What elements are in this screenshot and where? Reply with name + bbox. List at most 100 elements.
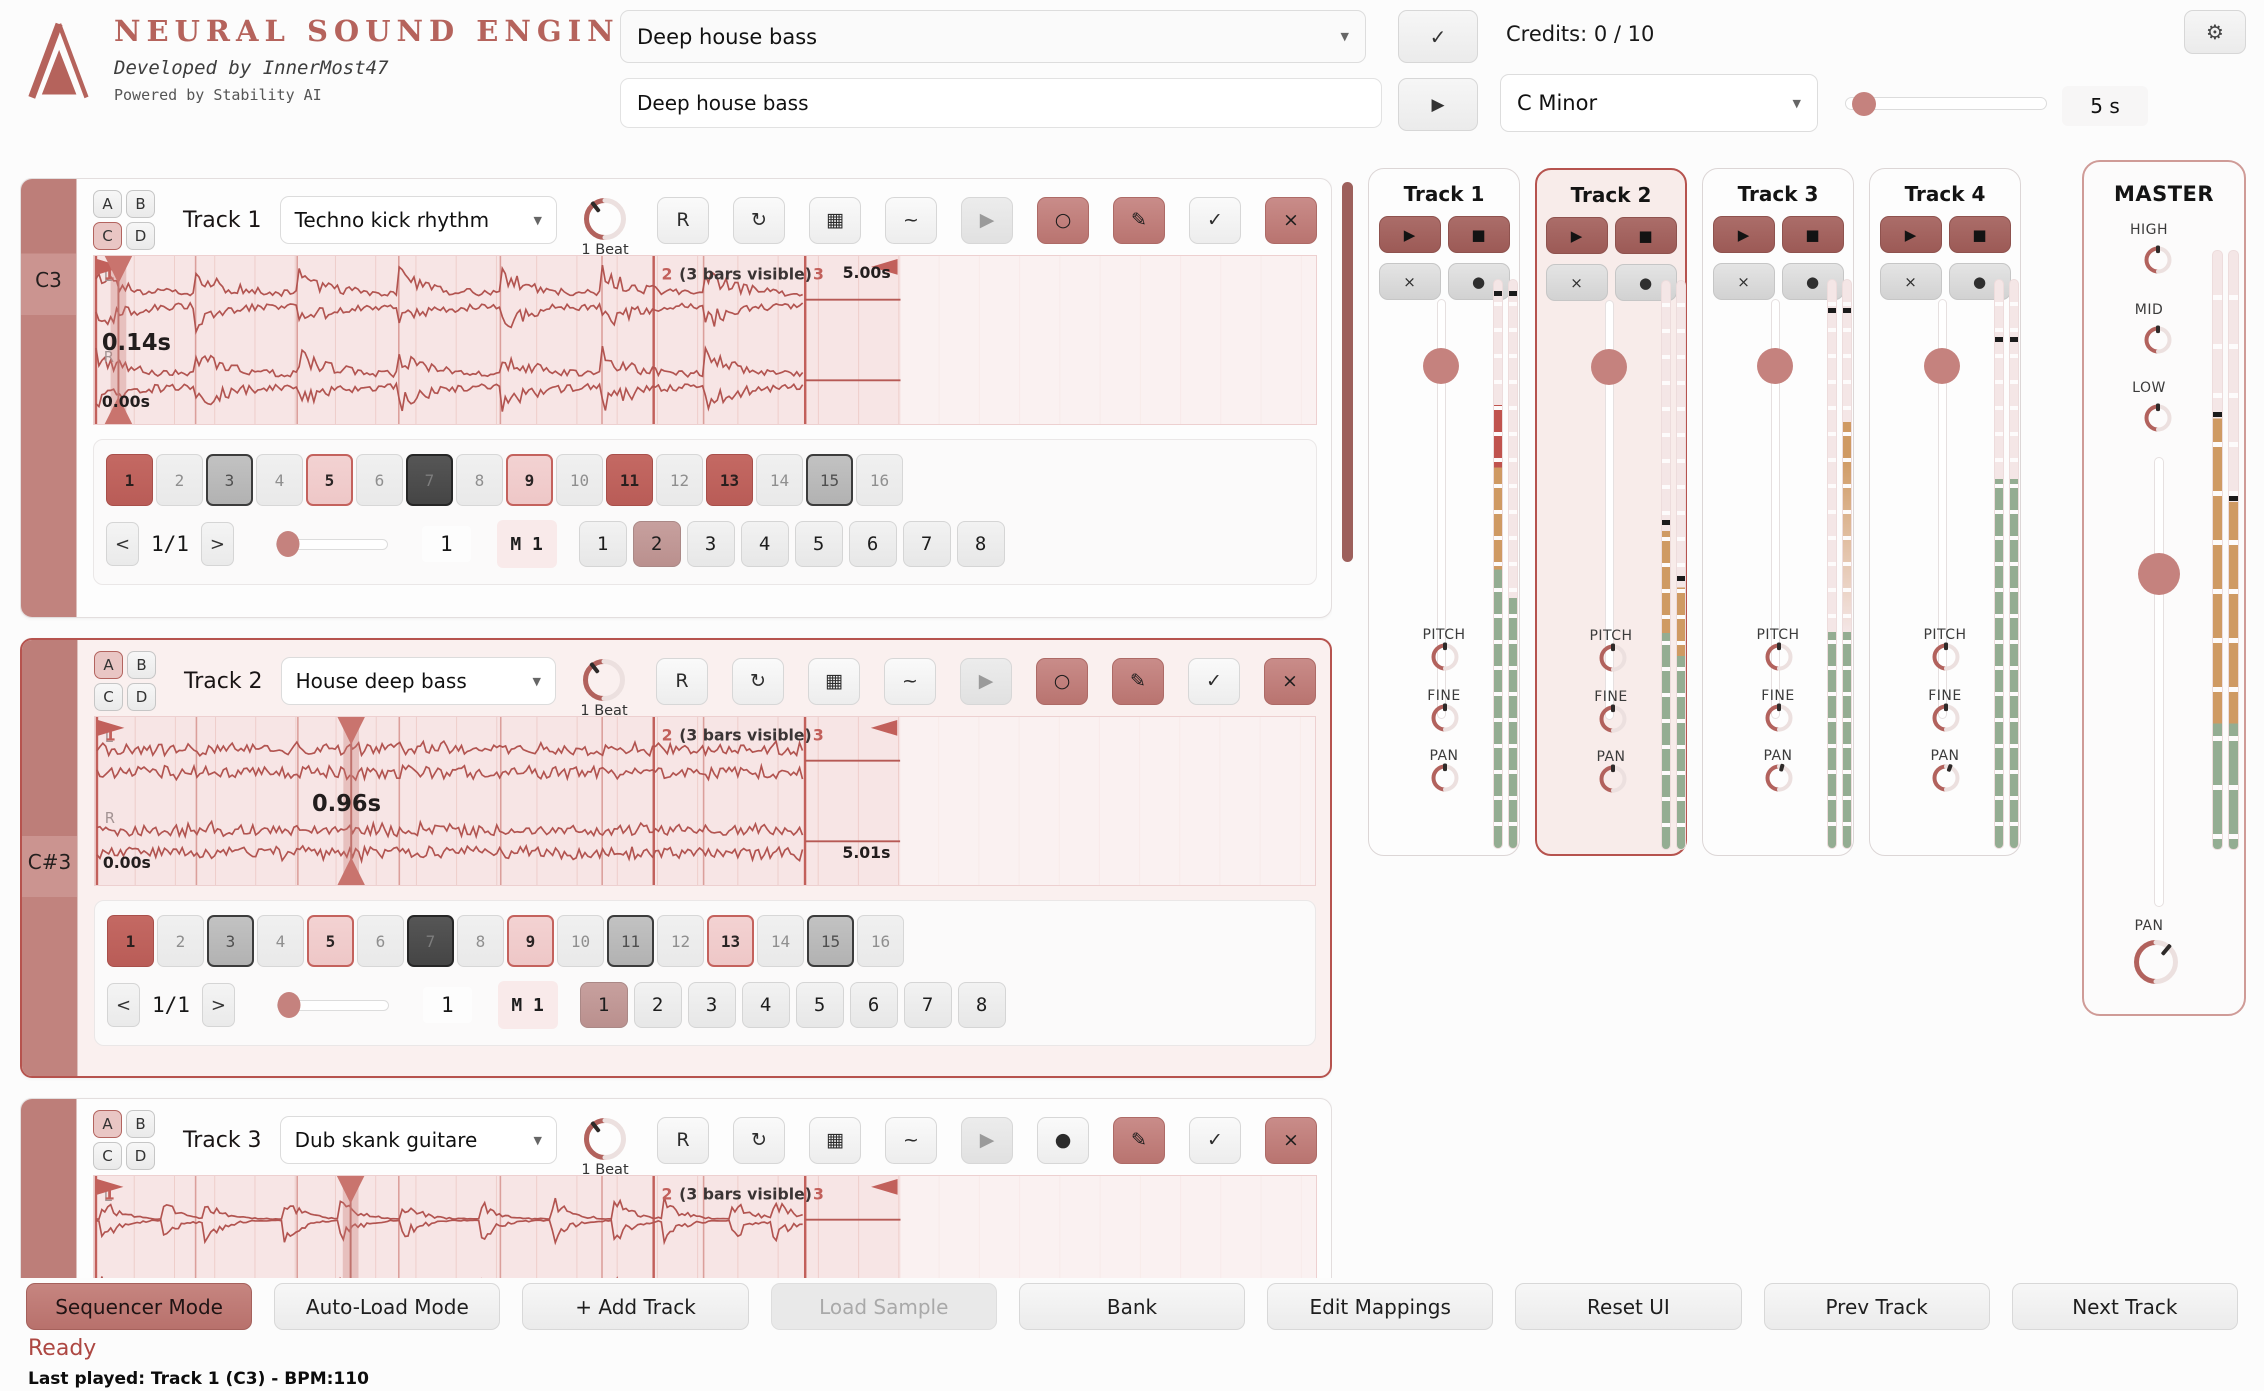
duration-slider-knob[interactable] — [1852, 91, 1876, 116]
track-2-confirm-button[interactable]: ✓ — [1188, 657, 1240, 705]
track-3-edit-button[interactable]: ✎ — [1113, 1116, 1165, 1164]
mixer-channel-1-pitch-knob[interactable] — [1429, 641, 1461, 677]
track-1-pattern-7-button[interactable]: 7 — [902, 521, 951, 567]
track-1-pattern-8-button[interactable]: 8 — [956, 521, 1005, 567]
track-3-waveform-display[interactable]: L 1 2 (3 bars visible) 3 — [93, 1175, 1317, 1278]
track-2-step-4[interactable]: 4 — [257, 915, 304, 967]
track-2-edit-button[interactable]: ✎ — [1112, 657, 1164, 705]
mixer-channel-2-pitch-knob[interactable] — [1597, 642, 1629, 678]
track-1-delete-button[interactable]: × — [1265, 196, 1317, 244]
track-3-record-button[interactable]: ● — [1037, 1116, 1089, 1164]
mixer-channel-4-play-button[interactable]: ▶ — [1879, 216, 1942, 253]
track-1-swing-slider[interactable] — [275, 531, 388, 557]
track-1-variation-a-button[interactable]: A — [93, 190, 122, 218]
track-3-play-button[interactable]: ▶ — [961, 1116, 1013, 1164]
track-2-step-16[interactable]: 16 — [857, 915, 904, 967]
track-3-variation-d-button[interactable]: D — [126, 1142, 155, 1170]
track-1-step-15[interactable]: 15 — [806, 454, 853, 506]
track-2-preset-select[interactable]: House deep bass ▼ — [280, 657, 556, 705]
track-2-step-7[interactable]: 7 — [407, 915, 454, 967]
track-1-pattern-5-button[interactable]: 5 — [794, 521, 843, 567]
track-1-step-13[interactable]: 13 — [706, 454, 753, 506]
track-1-color-strip[interactable]: C3 — [21, 179, 77, 617]
mixer-channel-2-play-button[interactable]: ▶ — [1545, 217, 1608, 254]
mixer-channel-3-clear-button[interactable]: × — [1712, 263, 1775, 300]
master-pan-knob[interactable] — [2132, 938, 2180, 990]
track-1-confirm-button[interactable]: ✓ — [1189, 196, 1241, 244]
track-1-step-1[interactable]: 1 — [106, 454, 153, 506]
track-2-pattern-2-button[interactable]: 2 — [633, 982, 682, 1028]
track-2-step-14[interactable]: 14 — [757, 915, 804, 967]
track-2-grid-button[interactable]: ▦ — [808, 657, 860, 705]
track-2-pattern-8-button[interactable]: 8 — [957, 982, 1006, 1028]
mixer-channel-4-pan-knob[interactable] — [1930, 762, 1962, 798]
track-2-step-2[interactable]: 2 — [157, 915, 204, 967]
track-2-waveform-display[interactable]: L R 1 2 (3 bars visible) 3 0.96s 0.00s 5.01s — [94, 716, 1316, 886]
mixer-channel-3-pitch-knob[interactable] — [1763, 641, 1795, 677]
track-1-grid-button[interactable]: ▦ — [809, 196, 861, 244]
track-1-step-14[interactable]: 14 — [756, 454, 803, 506]
track-1-pattern-2-button[interactable]: 2 — [632, 521, 681, 567]
mixer-channel-2-fine-knob[interactable] — [1597, 703, 1629, 739]
track-2-pattern-7-button[interactable]: 7 — [903, 982, 952, 1028]
track-3-variation-a-button[interactable]: A — [93, 1110, 122, 1138]
track-1-step-11[interactable]: 11 — [606, 454, 653, 506]
track-1-edit-button[interactable]: ✎ — [1113, 196, 1165, 244]
track-1-play-button[interactable]: ▶ — [961, 196, 1013, 244]
mixer-channel-3-stop-button[interactable]: ■ — [1781, 216, 1844, 253]
track-2-pattern-3-button[interactable]: 3 — [687, 982, 736, 1028]
track-3-variation-c-button[interactable]: C — [93, 1142, 122, 1170]
track-3-delete-button[interactable]: × — [1265, 1116, 1317, 1164]
track-2-step-11[interactable]: 11 — [607, 915, 654, 967]
generate-play-button[interactable]: ▶ — [1398, 78, 1478, 131]
track-3-color-strip[interactable] — [21, 1099, 77, 1278]
track-1-pattern-4-button[interactable]: 4 — [740, 521, 789, 567]
track-1-record-button[interactable]: ○ — [1037, 196, 1089, 244]
track-1-variation-d-button[interactable]: D — [126, 222, 155, 250]
mixer-channel-4-pitch-knob[interactable] — [1930, 641, 1962, 677]
track-2-step-12[interactable]: 12 — [657, 915, 704, 967]
mixer-channel-2-stop-button[interactable]: ■ — [1614, 217, 1677, 254]
mixer-channel-1-fine-knob[interactable] — [1429, 702, 1461, 738]
track-1-step-3[interactable]: 3 — [206, 454, 253, 506]
key-select[interactable]: C Minor ▼ — [1500, 74, 1818, 132]
track-1-preset-select[interactable]: Techno kick rhythm ▼ — [279, 196, 557, 244]
mixer-channel-1-stop-button[interactable]: ■ — [1447, 216, 1510, 253]
track-2-pattern-5-button[interactable]: 5 — [795, 982, 844, 1028]
track-3-smooth-button[interactable]: ~ — [885, 1116, 937, 1164]
prompt-input[interactable] — [620, 78, 1382, 128]
track-3-variation-b-button[interactable]: B — [126, 1110, 155, 1138]
track-1-step-12[interactable]: 12 — [656, 454, 703, 506]
settings-button[interactable]: ⚙ — [2184, 10, 2246, 54]
track-1-variation-b-button[interactable]: B — [126, 190, 155, 218]
bank-button[interactable]: Bank — [1018, 1283, 1246, 1330]
track-2-color-strip[interactable]: C#3 — [22, 640, 78, 1076]
mixer-channel-2-clear-button[interactable]: × — [1545, 264, 1608, 301]
track-2-reverse-button[interactable]: R — [656, 657, 708, 705]
track-1-loop-button[interactable]: ↻ — [733, 196, 785, 244]
duration-slider[interactable] — [1845, 91, 2047, 116]
mixer-channel-3-volume-fader[interactable] — [1771, 299, 1780, 719]
track-list-scrollbar[interactable] — [1342, 182, 1353, 562]
track-2-step-10[interactable]: 10 — [557, 915, 604, 967]
track-2-step-13[interactable]: 13 — [707, 915, 754, 967]
track-2-step-9[interactable]: 9 — [507, 915, 554, 967]
mixer-channel-1-clear-button[interactable]: × — [1378, 263, 1441, 300]
track-2-play-button[interactable]: ▶ — [960, 657, 1012, 705]
mixer-channel-4-clear-button[interactable]: × — [1879, 263, 1942, 300]
track-2-variation-c-button[interactable]: C — [94, 683, 123, 711]
track-2-swing-slider-knob[interactable] — [277, 992, 301, 1018]
track-2-record-button[interactable]: ○ — [1036, 657, 1088, 705]
track-1-step-5[interactable]: 5 — [306, 454, 353, 506]
master-volume-fader-knob[interactable] — [2138, 553, 2180, 595]
mixer-channel-3-fine-knob[interactable] — [1763, 702, 1795, 738]
add-track-button[interactable]: + Add Track — [522, 1283, 749, 1330]
mixer-channel-3-volume-fader-knob[interactable] — [1757, 348, 1793, 385]
track-2-prev-page-button[interactable]: < — [107, 983, 140, 1027]
mixer-channel-1-play-button[interactable]: ▶ — [1378, 216, 1441, 253]
edit-mappings-button[interactable]: Edit Mappings — [1267, 1283, 1494, 1330]
track-1-beat-sync-knob[interactable]: 1 Beat — [581, 196, 629, 258]
track-2-variation-b-button[interactable]: B — [127, 651, 156, 679]
track-1-pattern-6-button[interactable]: 6 — [848, 521, 897, 567]
mixer-channel-2-volume-fader-knob[interactable] — [1591, 349, 1627, 386]
